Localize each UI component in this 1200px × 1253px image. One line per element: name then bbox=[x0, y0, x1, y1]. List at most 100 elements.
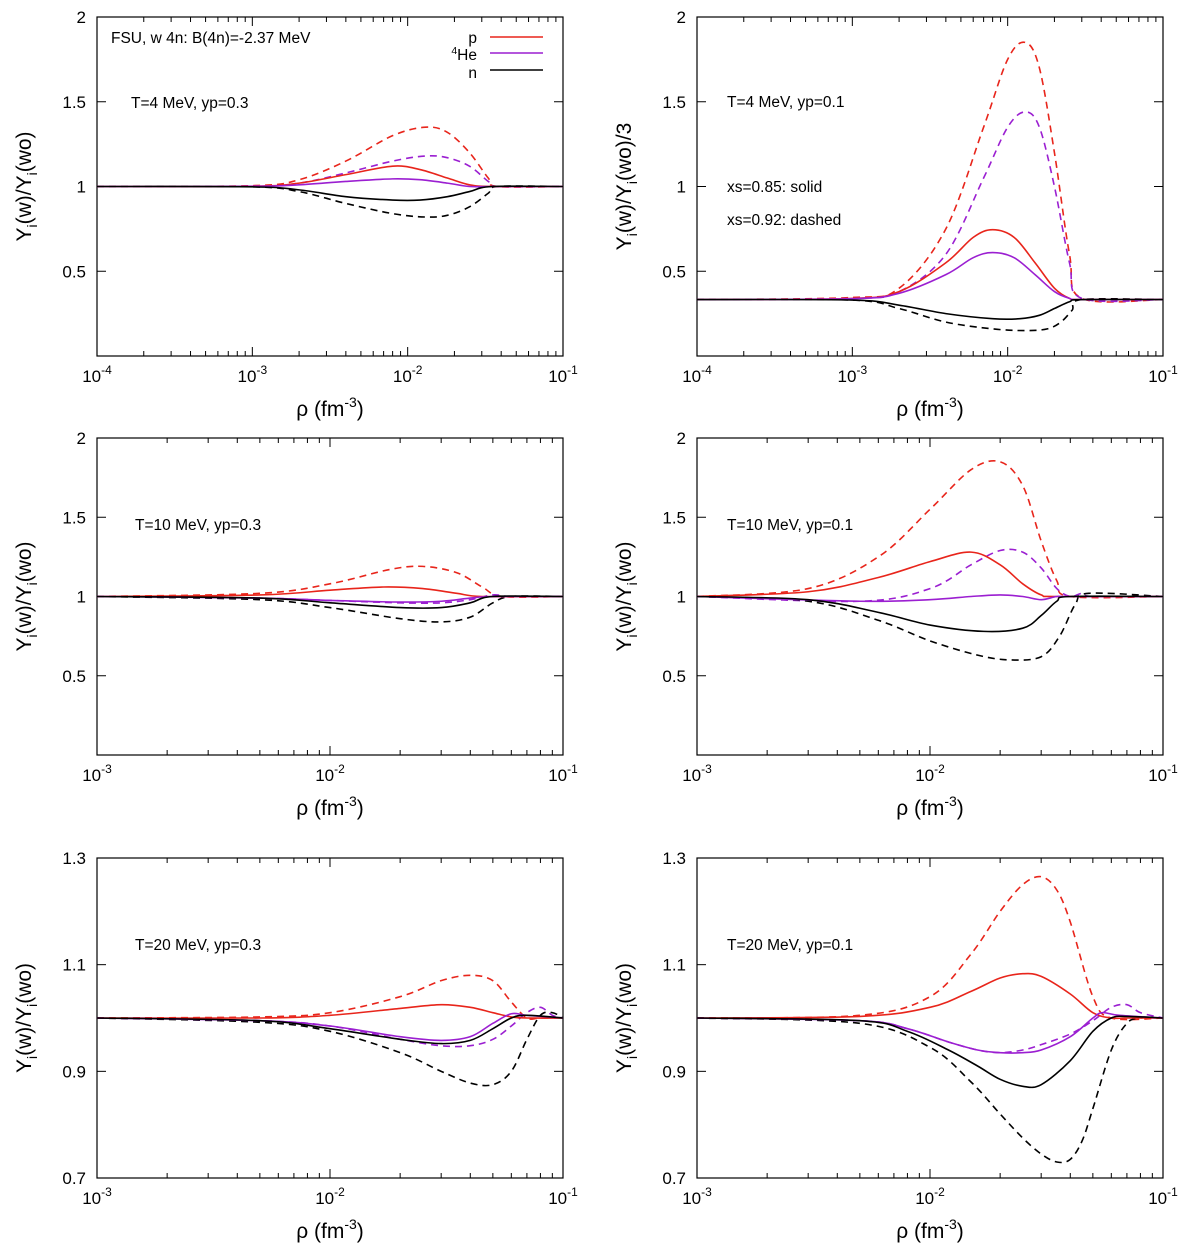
x-tick-exp: -3 bbox=[856, 363, 867, 377]
y-axis-label: Yi(w)/Yi(wo) bbox=[613, 963, 640, 1073]
x-tick-base: 10 bbox=[682, 1189, 701, 1208]
x-ticks bbox=[96, 858, 564, 1178]
y-tick-label: 1.5 bbox=[662, 508, 686, 527]
x-tick-exp: -1 bbox=[1167, 1185, 1178, 1199]
y-axis-label-sub: i bbox=[24, 172, 40, 175]
x-tick-base: 10 bbox=[993, 367, 1012, 386]
y-tick-label: 1.5 bbox=[62, 508, 86, 527]
y-axis-label-part: (wo) bbox=[613, 541, 636, 582]
x-axis-label-exp: -3 bbox=[944, 1216, 957, 1232]
x-tick-exp: -1 bbox=[1167, 762, 1178, 776]
x-tick-label: 10-2 bbox=[915, 1185, 945, 1208]
x-tick-label: 10-1 bbox=[548, 762, 578, 785]
y-tick-label: 2 bbox=[77, 8, 86, 27]
x-axis-label-exp: -3 bbox=[344, 793, 357, 809]
y-axis-label-sub: i bbox=[24, 1004, 40, 1007]
x-axis-label-base: ρ (fm bbox=[896, 797, 944, 820]
y-tick-label: 1 bbox=[677, 178, 686, 197]
series-group bbox=[97, 565, 563, 623]
y-tick-label: 1.3 bbox=[62, 849, 86, 868]
y-axis-label-part: Y bbox=[13, 638, 36, 652]
x-tick-label: 10-3 bbox=[838, 363, 868, 386]
x-axis-label-close: ) bbox=[957, 1220, 964, 1243]
y-axis-label: Yi(w)/Yi(wo)/3 bbox=[613, 123, 640, 251]
y-tick-label: 2 bbox=[677, 8, 686, 27]
series-line-p-solid bbox=[697, 551, 1163, 598]
y-axis-label-part: Y bbox=[13, 1059, 36, 1073]
x-axis-label: ρ (fm-3) bbox=[296, 793, 364, 820]
y-axis-label-part: (w)/Y bbox=[13, 585, 36, 634]
x-tick-exp: -3 bbox=[701, 762, 712, 776]
y-tick-label: 0.5 bbox=[62, 262, 86, 281]
series-line-n-solid bbox=[97, 595, 563, 609]
y-axis-label-sub: i bbox=[24, 1056, 40, 1059]
panel-annotation: T=20 MeV, yp=0.1 bbox=[727, 937, 853, 954]
y-axis-label: Yi(w)/Yi(wo) bbox=[13, 541, 40, 651]
x-axis-label-base: ρ (fm bbox=[896, 1220, 944, 1243]
legend-label-he-text: He bbox=[457, 47, 477, 64]
x-ticks bbox=[96, 438, 564, 755]
panel-middle-right: 10-3 10-2 10-10.511.52ρ (fm-3)Yi(w)/Yi(wo)… bbox=[613, 429, 1178, 820]
panel-bottom-right: 10-3 10-2 10-10.70.91.11.3ρ (fm-3)Yi(w)/Yi… bbox=[613, 849, 1178, 1243]
series-line-n-dashed bbox=[697, 297, 1163, 332]
y-axis-label-part: (wo) bbox=[13, 541, 36, 582]
x-tick-base: 10 bbox=[682, 367, 701, 386]
x-tick-label: 10-1 bbox=[1148, 1185, 1178, 1208]
x-tick-exp: -2 bbox=[934, 1185, 945, 1199]
y-axis-label-part: (w)/Y bbox=[613, 1007, 636, 1056]
x-tick-base: 10 bbox=[238, 367, 257, 386]
y-axis-label: Yi(w)/Yi(wo) bbox=[13, 963, 40, 1073]
x-axis-label: ρ (fm-3) bbox=[896, 1216, 964, 1243]
y-axis-label-part: (w)/Y bbox=[13, 175, 36, 224]
x-axis-label-close: ) bbox=[957, 398, 964, 421]
x-tick-exp: -2 bbox=[334, 1185, 345, 1199]
panel-annotation: T=4 MeV, yp=0.1 bbox=[727, 94, 844, 111]
panel-annotation: T=10 MeV, yp=0.3 bbox=[135, 517, 261, 534]
y-axis-label-sub: i bbox=[24, 224, 40, 227]
panel-top-right: 10-4 10-3 10-2 10-10.511.52ρ (fm-3)Yi(w)/Yi… bbox=[613, 8, 1178, 421]
x-tick-label: 10-3 bbox=[238, 363, 268, 386]
series-line-p-solid bbox=[97, 1003, 563, 1019]
panel-annotation: T=4 MeV, yp=0.3 bbox=[131, 95, 248, 112]
x-tick-label: 10-4 bbox=[682, 363, 712, 386]
x-tick-base: 10 bbox=[548, 367, 567, 386]
legend-label-he-sup: 4 bbox=[451, 45, 457, 57]
y-tick-label: 0.5 bbox=[62, 667, 86, 686]
y-tick-label: 0.5 bbox=[662, 262, 686, 281]
y-axis-label-sub: i bbox=[624, 233, 640, 236]
x-tick-label: 10-1 bbox=[548, 363, 578, 386]
legend-entry-n: n bbox=[468, 65, 543, 82]
series-line-p-dashed bbox=[697, 41, 1163, 303]
x-tick-base: 10 bbox=[1148, 766, 1167, 785]
x-tick-label: 10-1 bbox=[1148, 762, 1178, 785]
x-ticks bbox=[696, 17, 1164, 356]
y-axis-label-part: (wo) bbox=[13, 131, 36, 172]
y-axis-label: Yi(w)/Yi(wo) bbox=[13, 131, 40, 241]
y-axis-label-sub: i bbox=[624, 1056, 640, 1059]
x-tick-exp: -1 bbox=[567, 762, 578, 776]
x-tick-exp: -1 bbox=[567, 363, 578, 377]
x-tick-exp: -2 bbox=[412, 363, 423, 377]
x-tick-label: 10-1 bbox=[548, 1185, 578, 1208]
x-axis-label-close: ) bbox=[357, 398, 364, 421]
legend-label-he: 4He bbox=[451, 45, 477, 64]
x-tick-label: 10-3 bbox=[82, 762, 112, 785]
y-axis-label-part: (wo) bbox=[613, 963, 636, 1004]
series-line-p-solid bbox=[97, 586, 563, 598]
series-line-p-dashed bbox=[697, 875, 1163, 1021]
series-line-he-solid bbox=[697, 1011, 1163, 1054]
y-axis-label-part: (w)/Y bbox=[13, 1007, 36, 1056]
x-tick-label: 10-1 bbox=[1148, 363, 1178, 386]
x-tick-label: 10-4 bbox=[82, 363, 112, 386]
series-line-n-solid bbox=[97, 1014, 563, 1045]
x-tick-exp: -3 bbox=[101, 762, 112, 776]
x-axis-label: ρ (fm-3) bbox=[896, 394, 964, 421]
x-tick-base: 10 bbox=[393, 367, 412, 386]
x-tick-label: 10-2 bbox=[915, 762, 945, 785]
panel-bottom-left: 10-3 10-2 10-10.70.91.11.3ρ (fm-3)Yi(w)/Yi… bbox=[13, 849, 578, 1243]
series-line-he-solid bbox=[697, 594, 1163, 603]
panel-top-left: 10-4 10-3 10-2 10-10.511.52ρ (fm-3)Yi(w)/Yi… bbox=[13, 8, 578, 421]
series-line-p-solid bbox=[697, 972, 1163, 1020]
x-axis-label-base: ρ (fm bbox=[296, 1220, 344, 1243]
x-tick-base: 10 bbox=[82, 766, 101, 785]
